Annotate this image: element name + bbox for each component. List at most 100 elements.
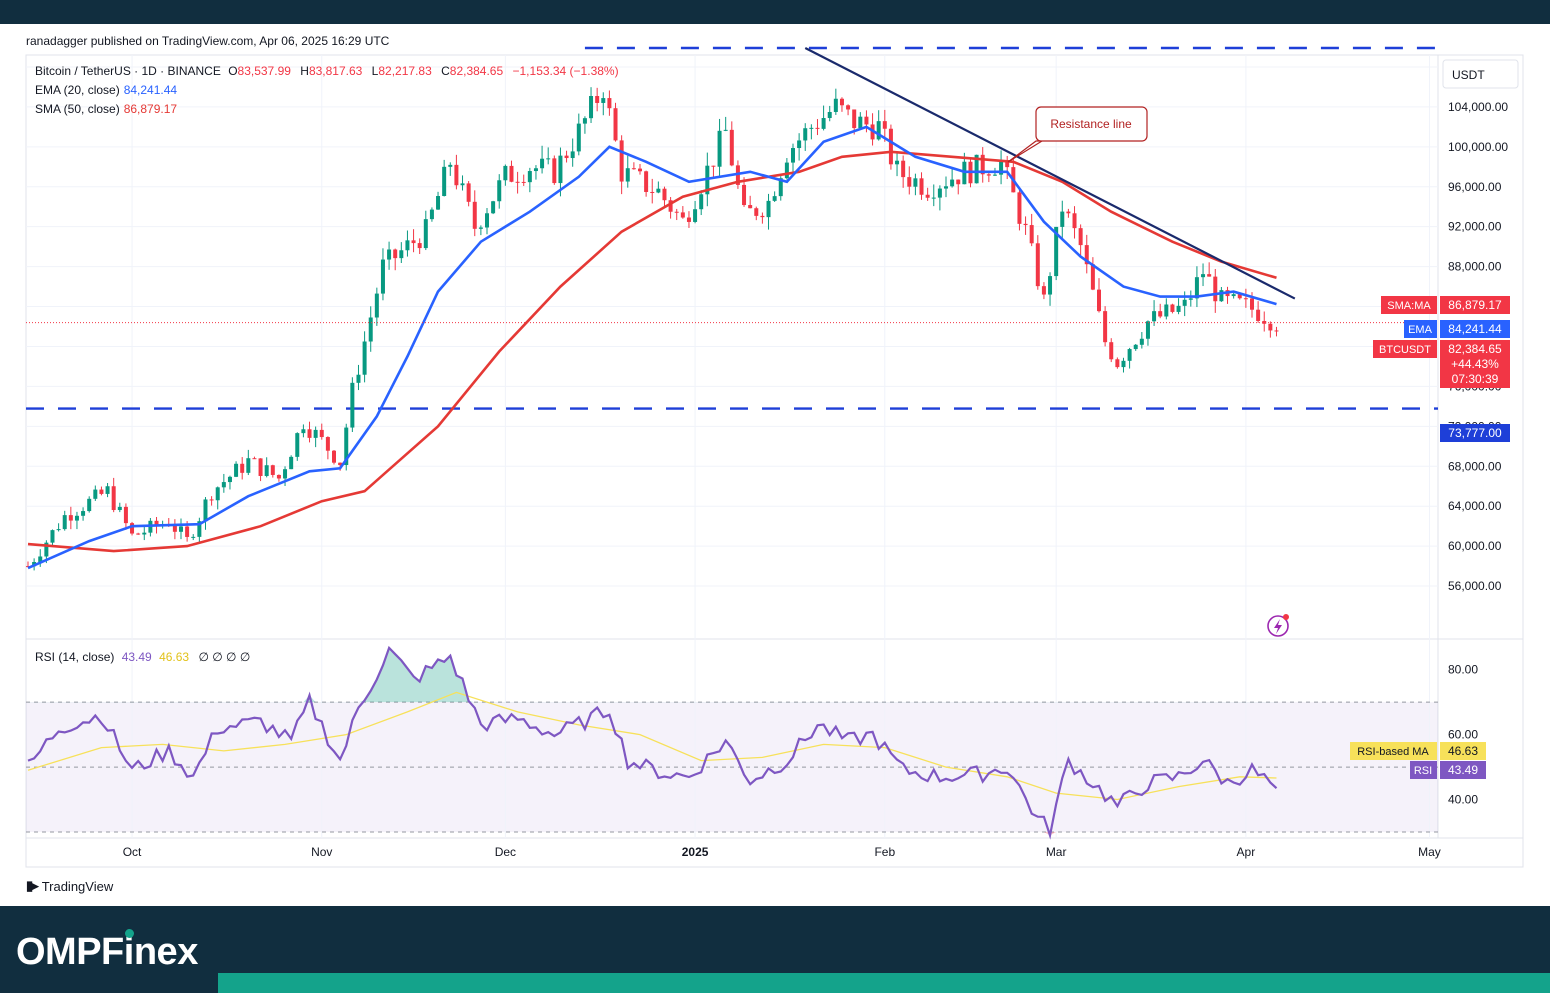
candle-body — [436, 196, 441, 210]
currency-button[interactable] — [1442, 59, 1519, 89]
candle-body — [1029, 225, 1034, 244]
candle-body — [1194, 277, 1199, 299]
candle-body — [81, 511, 86, 516]
candle-body — [179, 526, 183, 532]
chart-frame — [25, 54, 1524, 868]
candle-body — [123, 506, 128, 524]
candle-body — [258, 458, 263, 476]
candle-body — [1084, 245, 1089, 265]
footer-accent-strip — [218, 973, 1550, 993]
sma-tag-value: 86,879.17 — [1448, 298, 1502, 312]
rsi-axis: 80.00 60.00 40.00 — [1448, 663, 1478, 807]
candle-body — [1250, 298, 1254, 310]
candle-body — [772, 196, 777, 201]
candle-body — [1121, 360, 1126, 368]
horizontal-levels — [26, 46, 1438, 410]
price-tick-label: 68,000.00 — [1448, 459, 1502, 473]
candle-body — [1109, 342, 1114, 360]
candle-body — [1158, 311, 1163, 317]
candle-body — [185, 526, 190, 537]
candle-body — [87, 498, 92, 512]
candle-body — [846, 105, 851, 110]
candle-body — [276, 474, 281, 479]
support-tag-value: 73,777.00 — [1448, 426, 1502, 440]
candle-body — [1262, 320, 1267, 324]
candle-body — [227, 476, 232, 483]
candle-body — [26, 566, 30, 568]
rsi-legend-value: 43.49 — [122, 650, 152, 664]
rsi-legend-empty: ∅ ∅ ∅ ∅ — [198, 650, 250, 664]
ema-legend-label: EMA (20, close) — [35, 83, 120, 97]
candle-body — [784, 162, 789, 179]
top-bar — [0, 0, 1550, 24]
candle-body — [723, 129, 728, 131]
candle-body — [105, 486, 110, 494]
candle-body — [527, 171, 532, 183]
ema20-line — [27, 125, 1277, 570]
candle-body — [864, 116, 869, 125]
rsi-oversold-fill — [28, 832, 1277, 836]
candle-body — [264, 465, 269, 476]
candle-body — [876, 121, 881, 140]
candle-body — [1219, 290, 1224, 302]
candle-body — [1048, 276, 1053, 295]
price-tick-label: 56,000.00 — [1448, 579, 1502, 593]
candle-body — [368, 317, 373, 342]
candle-body — [778, 178, 783, 197]
sma-tag-name: SMA:MA — [1387, 300, 1431, 312]
btc-chart: 108,000.00104,000.00100,000.0096,000.009… — [25, 46, 1524, 868]
candle-body — [956, 179, 961, 185]
candle-body — [350, 382, 355, 428]
candle-body — [680, 212, 685, 218]
candle-body — [1201, 274, 1206, 278]
candle-body — [252, 458, 257, 460]
lightning-icon[interactable] — [1267, 614, 1289, 637]
candle-body — [56, 529, 61, 531]
rsi-tick-label: 60.00 — [1448, 728, 1478, 742]
rsi-tick-label: 80.00 — [1448, 663, 1478, 677]
candle-body — [601, 98, 606, 103]
candle-body — [613, 108, 618, 141]
candle-body — [607, 98, 612, 109]
resistance-callout[interactable]: Resistance line — [1007, 106, 1148, 163]
candle-body — [1182, 299, 1187, 306]
candle-body — [1256, 309, 1261, 321]
candle-body — [852, 109, 857, 129]
candle-body — [699, 194, 704, 210]
candle-body — [307, 429, 312, 438]
candle-body — [858, 116, 863, 129]
candle-body — [1231, 294, 1236, 297]
candle-body — [931, 197, 936, 199]
ema-tag-value: 84,241.44 — [1448, 322, 1502, 336]
candle-body — [1145, 321, 1150, 339]
candle-body — [821, 118, 826, 129]
candle-body — [570, 151, 575, 159]
candle-body — [589, 96, 594, 119]
candle-body — [582, 118, 587, 124]
candle-body — [1243, 298, 1248, 300]
candle-body — [117, 506, 122, 511]
candle-body — [944, 186, 948, 189]
time-tick-label: Mar — [1046, 845, 1067, 859]
price-tick-label: 60,000.00 — [1448, 539, 1502, 553]
candle-body — [515, 181, 520, 183]
candle-body — [44, 542, 49, 557]
rsi-ma-line — [27, 691, 1277, 801]
candle-body — [1005, 160, 1010, 168]
ema-legend-value: 84,241.44 — [124, 83, 178, 97]
candle-body — [1188, 298, 1193, 300]
last-tag-value: 82,384.65 — [1448, 342, 1502, 356]
change-value: −1,153.34 (−1.38%) — [513, 64, 619, 78]
candle-body — [50, 530, 55, 543]
candle-body — [1152, 311, 1157, 322]
candle-body — [656, 188, 661, 193]
candle-body — [735, 165, 740, 185]
candle-body — [374, 293, 379, 318]
candle-body — [729, 129, 734, 166]
logo-dot-icon — [124, 929, 134, 938]
candle-body — [411, 240, 416, 244]
candle-body — [980, 154, 985, 175]
candle-body — [417, 243, 422, 249]
candle-body — [154, 520, 159, 527]
tradingview-logo: ▮▸ TradingView — [26, 878, 113, 894]
